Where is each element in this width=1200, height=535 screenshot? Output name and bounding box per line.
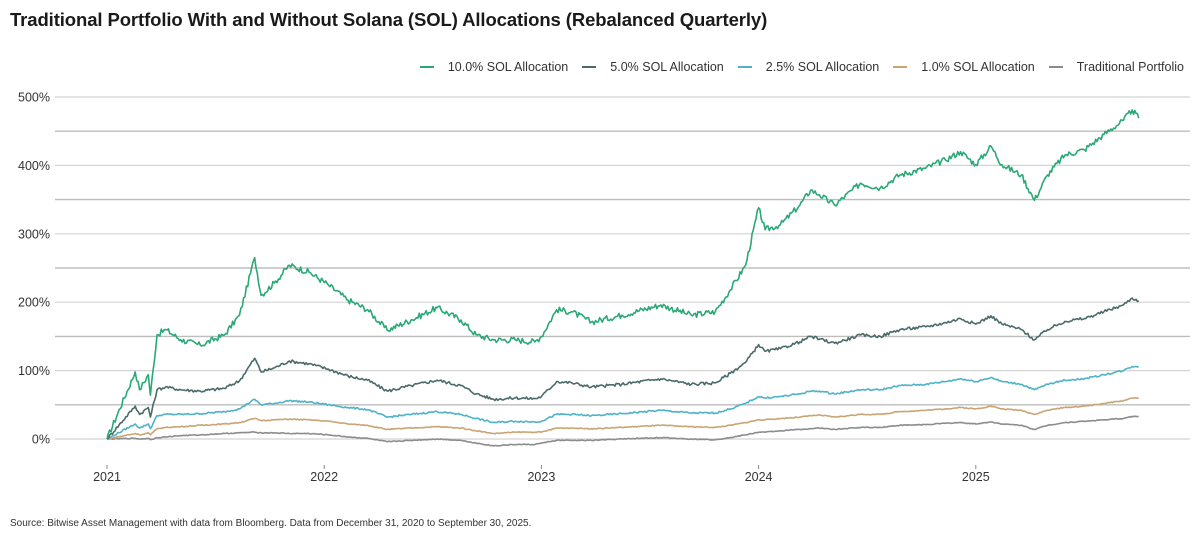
x-tick-label: 2025	[962, 470, 990, 484]
legend-item-10pct: 10.0% SOL Allocation	[419, 60, 569, 74]
x-axis-ticks: 2021 2022 2023 2024 2025	[93, 465, 990, 484]
legend-item-traditional: Traditional Portfolio	[1048, 60, 1184, 74]
legend-swatch-1pct	[893, 66, 908, 68]
legend-swatch-2-5pct	[737, 66, 752, 68]
y-tick-label: 300%	[18, 227, 50, 241]
legend-label-traditional: Traditional Portfolio	[1076, 60, 1184, 74]
gridlines	[55, 96, 1190, 440]
legend-label-10pct: 10.0% SOL Allocation	[447, 60, 569, 74]
x-tick-label: 2022	[310, 470, 338, 484]
x-tick-label: 2021	[93, 470, 121, 484]
legend-swatch-10pct	[419, 66, 434, 68]
chart-legend: 10.0% SOL Allocation 5.0% SOL Allocation…	[406, 60, 1184, 74]
legend-item-1pct: 1.0% SOL Allocation	[893, 60, 1035, 74]
y-tick-label: 100%	[18, 364, 50, 378]
series-lines	[106, 109, 1140, 447]
legend-label-5pct: 5.0% SOL Allocation	[610, 60, 724, 74]
x-tick-label: 2023	[527, 470, 555, 484]
y-tick-label: 500%	[18, 91, 50, 105]
series-line-10-0-sol-allocation	[106, 109, 1140, 440]
legend-label-1pct: 1.0% SOL Allocation	[921, 60, 1035, 74]
legend-swatch-5pct	[582, 66, 597, 68]
y-axis-ticks: 0% 100% 200% 300% 400% 500%	[18, 91, 50, 447]
x-tick-label: 2024	[745, 470, 773, 484]
series-line-2-5-sol-allocation	[106, 365, 1139, 440]
series-line-traditional-portfolio	[106, 415, 1139, 447]
y-tick-label: 400%	[18, 159, 50, 173]
legend-item-5pct: 5.0% SOL Allocation	[582, 60, 724, 74]
y-tick-label: 200%	[18, 296, 50, 310]
legend-item-2-5pct: 2.5% SOL Allocation	[737, 60, 880, 74]
legend-label-2-5pct: 2.5% SOL Allocation	[765, 60, 880, 74]
chart-title: Traditional Portfolio With and Without S…	[10, 9, 768, 30]
source-note: Source: Bitwise Asset Management with da…	[10, 518, 532, 529]
legend-swatch-traditional	[1048, 66, 1063, 68]
series-line-5-0-sol-allocation	[106, 297, 1140, 440]
y-tick-label: 0%	[32, 433, 50, 447]
series-line-1-0-sol-allocation	[106, 397, 1139, 440]
